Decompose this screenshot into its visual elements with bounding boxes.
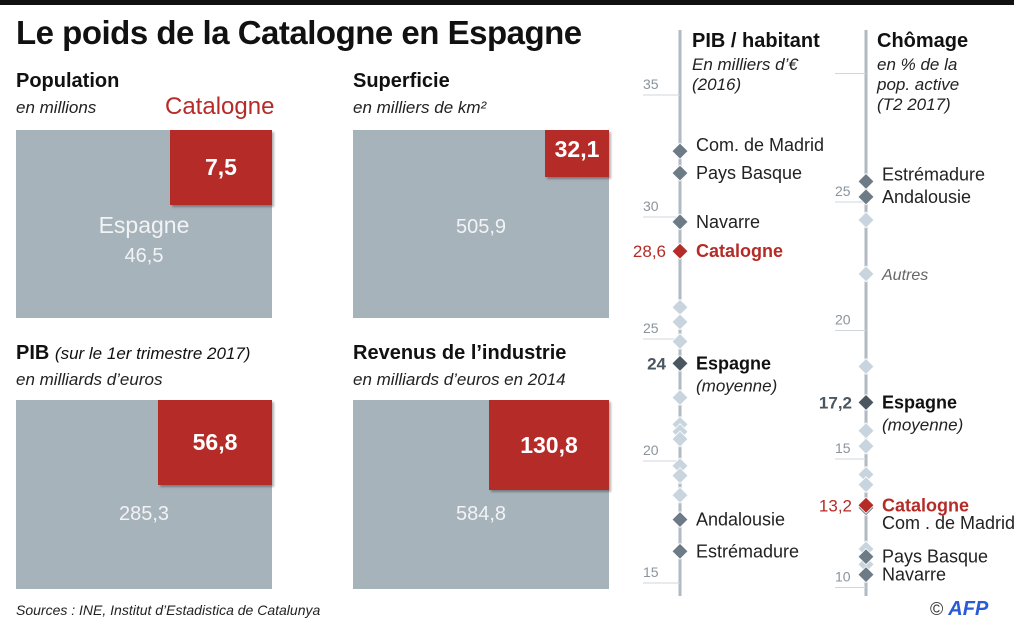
copyright-symbol: © <box>930 599 944 619</box>
top-bar <box>0 0 1014 5</box>
afp-logo: © AFP <box>930 598 988 621</box>
chomage-point <box>857 393 875 412</box>
population-espagne-value: 46,5 <box>124 245 164 267</box>
chomage-point <box>857 496 875 514</box>
chomage-tick-label: 25 <box>835 183 851 199</box>
pib-title: PIB (sur le 1er trimestre 2017) <box>16 342 250 365</box>
pib-catalogne-value: 56,8 <box>192 429 238 455</box>
chomage-tick-label: 10 <box>835 569 851 585</box>
pib-point <box>671 510 689 529</box>
chomage-point-label: Pays Basque <box>882 547 988 567</box>
pib-point <box>671 164 689 182</box>
pib-other-point <box>671 332 689 351</box>
chomage-point <box>857 265 875 283</box>
superficie-espagne-value: 505,9 <box>455 216 507 238</box>
pib-habitant-subtitle-1: En milliers d’€ <box>692 55 798 74</box>
page-title: Le poids de la Catalogne en Espagne <box>16 14 582 51</box>
superficie-title: Superficie <box>353 70 450 92</box>
pib-title-text: PIB <box>16 342 50 364</box>
pib-catalogne-box: 56,8 <box>158 400 272 485</box>
chomage-point-label: Navarre <box>882 565 946 585</box>
pib-point-label: Navarre <box>696 212 760 232</box>
pib-value-label: 28,6 <box>633 242 666 261</box>
catalogne-legend: Catalogne <box>165 93 275 120</box>
pib-point-label: Catalogne <box>696 241 783 261</box>
pib-other-point <box>671 430 689 448</box>
revenus-catalogne-box: 130,8 <box>489 400 609 490</box>
chomage-other-point <box>857 437 875 455</box>
pib-other-point <box>671 298 689 316</box>
pib-point-label: Pays Basque <box>696 163 802 183</box>
pib-title-note: (sur le 1er trimestre 2017) <box>54 344 251 363</box>
pib-point <box>671 142 689 160</box>
pib-point-label: Com. de Madrid <box>696 135 824 155</box>
population-catalogne-value: 7,5 <box>205 154 237 180</box>
pib-tick-label: 20 <box>643 442 659 458</box>
chomage-subtitle-1: en % de la <box>877 55 958 74</box>
pib-other-point <box>671 467 689 485</box>
chomage-point-note: (moyenne) <box>882 415 963 434</box>
chomage-point <box>857 566 875 584</box>
chomage-point-label: Com . de Madrid <box>882 513 1014 533</box>
pib-point <box>671 213 689 231</box>
chomage-point-label: Catalogne <box>882 495 969 515</box>
superficie-catalogne-value: 32,1 <box>554 136 600 162</box>
population-title: Population <box>16 70 120 92</box>
chomage-point <box>857 188 875 206</box>
population-subtitle: en millions <box>16 98 97 117</box>
pib-tick-label: 25 <box>643 320 659 336</box>
chomage-point <box>857 172 875 191</box>
pib-point-label: Estrémadure <box>696 541 799 561</box>
chomage-point-label: Andalousie <box>882 187 971 207</box>
chomage-point-label: Estrémadure <box>882 164 985 184</box>
chomage-subtitle-3: (T2 2017) <box>877 95 951 114</box>
pib-point <box>671 354 689 372</box>
population-espagne-label: Espagne <box>98 212 190 238</box>
pib-point <box>671 542 689 560</box>
pib-point-label: Andalousie <box>696 510 785 530</box>
chomage-other-point <box>857 422 875 440</box>
pib-espagne-value: 285,3 <box>118 503 170 525</box>
chomage-tick-label: 15 <box>835 440 851 456</box>
pib-point-label: Espagne <box>696 353 771 373</box>
chomage-point-label: Espagne <box>882 392 957 412</box>
pib-value-label: 24 <box>647 354 666 373</box>
pib-point <box>671 242 689 260</box>
superficie-catalogne-box: 32,1 <box>545 130 609 177</box>
population-catalogne-box: 7,5 <box>170 130 272 205</box>
pib-tick-label: 35 <box>643 76 659 92</box>
chomage-subtitle-2: pop. active <box>877 75 960 94</box>
pib-habitant-subtitle-2: (2016) <box>692 75 742 94</box>
pib-other-point <box>671 313 689 331</box>
revenus-catalogne-value: 130,8 <box>520 431 578 458</box>
chomage-value-label: 13,2 <box>819 496 852 515</box>
revenus-subtitle: en milliards d’euros en 2014 <box>353 370 566 389</box>
chomage-title: Chômage <box>877 30 969 52</box>
chomage-other-point <box>857 357 875 376</box>
chomage-tick-label: 20 <box>835 312 851 328</box>
sources: Sources : INE, Institut d’Estadistica de… <box>16 602 321 618</box>
chomage-other-point <box>857 211 875 229</box>
revenus-espagne-value: 584,8 <box>455 503 507 525</box>
chomage-value-label: 17,2 <box>819 393 852 412</box>
chomage-point <box>857 548 875 566</box>
pib-other-point <box>671 486 689 504</box>
superficie-subtitle: en milliers de km² <box>353 98 487 117</box>
pib-habitant-title: PIB / habitant <box>692 30 820 52</box>
chomage-other-point <box>857 476 875 494</box>
pib-other-point <box>671 388 689 407</box>
pib-tick-label: 15 <box>643 564 659 580</box>
afp-logo-text: AFP <box>948 598 989 620</box>
pib-tick-label: 30 <box>643 198 659 214</box>
pib-subtitle: en milliards d’euros <box>16 370 163 389</box>
chomage-point-label: Autres <box>881 267 928 284</box>
pib-point-note: (moyenne) <box>696 376 777 395</box>
revenus-title: Revenus de l’industrie <box>353 342 567 364</box>
